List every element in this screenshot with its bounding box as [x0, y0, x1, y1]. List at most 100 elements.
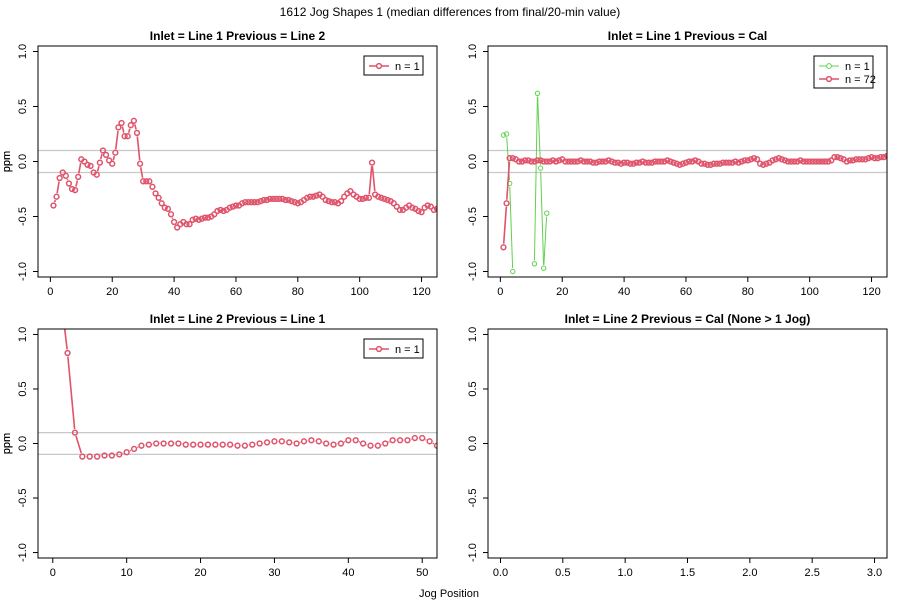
data-point: [201, 214, 209, 221]
data-point: [753, 156, 761, 163]
series-line-segment: [67, 356, 76, 430]
y-tick-label: 1.0: [467, 327, 479, 342]
y-tick-label: 0.5: [467, 99, 479, 114]
data-point: [214, 207, 221, 215]
data-point: [871, 155, 878, 162]
data-point: [750, 155, 758, 162]
data-point: [518, 158, 526, 165]
data-point: [323, 440, 330, 447]
data-point: [99, 147, 107, 154]
x-tick-label: 2.5: [805, 567, 820, 579]
series-line-segment: [53, 199, 57, 203]
data-point: [415, 207, 422, 215]
data-point: [116, 451, 123, 458]
y-axis-label: ppm: [1, 151, 13, 172]
x-tick-label: 20: [556, 286, 568, 298]
data-point: [359, 195, 366, 203]
data-point: [102, 151, 110, 159]
y-tick-label: -0.5: [467, 489, 479, 508]
data-point: [362, 194, 370, 201]
data-point: [673, 160, 680, 167]
data-point: [574, 158, 581, 165]
data-point: [123, 449, 130, 456]
x-tick-label: 0: [497, 286, 503, 298]
data-point: [145, 441, 152, 448]
data-point: [68, 185, 76, 193]
data-point: [352, 437, 359, 444]
data-point: [815, 158, 823, 165]
data-point: [433, 205, 437, 212]
data-point: [124, 133, 131, 140]
data-point: [303, 194, 311, 201]
data-point: [93, 453, 101, 460]
data-point: [71, 429, 79, 436]
data-point: [232, 202, 240, 209]
data-point: [426, 438, 433, 445]
data-point: [692, 157, 699, 164]
data-point: [608, 158, 615, 165]
panel-line1-prev-cal: Inlet = Line 1 Previous = Cal 0 20 40 60 80 10…: [1, 29, 888, 298]
data-point: [859, 156, 866, 163]
y-tick-label: -1.0: [467, 262, 479, 281]
data-point: [506, 155, 513, 162]
data-point: [846, 157, 854, 164]
data-point: [528, 158, 535, 165]
data-point: [630, 160, 637, 167]
data-point: [293, 440, 300, 447]
data-point: [828, 157, 835, 164]
legend-label: n = 1: [845, 61, 870, 73]
data-point: [127, 122, 134, 129]
panel-line1-prev-line2: Inlet = Line 1 Previous = Line 2 0 20 40 60 8…: [1, 29, 438, 298]
data-point: [105, 157, 113, 164]
data-point: [109, 160, 116, 167]
data-point: [831, 153, 838, 161]
data-point: [812, 158, 820, 165]
legend-label: n = 1: [395, 61, 420, 73]
y-tick-label: 1.0: [467, 44, 479, 59]
data-point: [251, 199, 258, 206]
legend-label: n = 1: [395, 344, 420, 356]
data-point: [648, 159, 656, 166]
data-point: [787, 158, 795, 165]
data-point: [198, 215, 206, 222]
data-point: [155, 194, 162, 201]
data-point: [732, 158, 739, 165]
data-point: [651, 158, 659, 165]
y-tick-label: 0.5: [17, 381, 29, 396]
data-point: [175, 440, 182, 447]
legend: n = 1n = 72: [813, 55, 876, 89]
data-point: [158, 200, 165, 207]
data-point: [331, 199, 339, 206]
data-point: [273, 195, 280, 203]
data-point: [356, 195, 363, 203]
data-point: [359, 440, 367, 447]
x-tick-label: 60: [230, 286, 242, 298]
data-point: [288, 197, 295, 205]
y-axis-label: ppm: [1, 433, 13, 454]
data-point: [396, 437, 404, 444]
y-tick-label: 0.5: [467, 381, 479, 396]
legend-marker: [375, 345, 383, 353]
data-point: [226, 204, 233, 211]
data-point: [642, 159, 649, 166]
data-point: [204, 441, 212, 448]
data-point: [291, 199, 298, 206]
data-point: [101, 452, 108, 459]
data-point: [540, 265, 547, 271]
data-point: [167, 211, 175, 218]
data-point: [300, 438, 308, 445]
data-point: [319, 193, 326, 200]
data-point: [586, 158, 594, 165]
series-line-segment: [99, 153, 103, 160]
x-tick-label: 60: [680, 286, 692, 298]
data-point: [744, 157, 751, 164]
data-point: [229, 203, 237, 210]
legend-box: [813, 55, 874, 89]
data-point: [50, 202, 57, 209]
data-point: [418, 208, 425, 216]
data-point: [701, 160, 708, 167]
data-point: [183, 221, 190, 228]
series-line-segment: [506, 161, 511, 200]
x-tick-label: 20: [194, 567, 206, 579]
